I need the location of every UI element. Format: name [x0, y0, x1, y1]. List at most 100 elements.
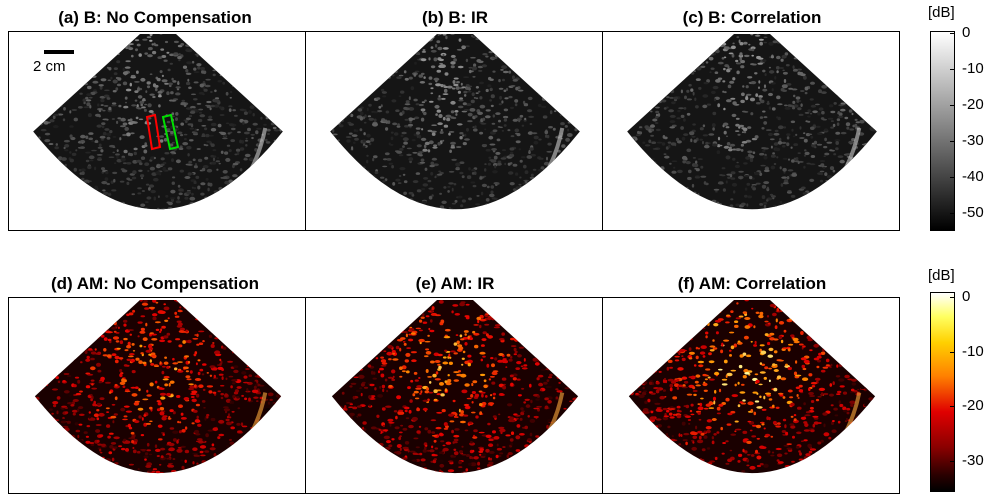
- speckle: [408, 107, 415, 111]
- speckle: [842, 90, 849, 95]
- speckle: [739, 57, 743, 61]
- speckle: [548, 194, 554, 198]
- speckle: [510, 135, 515, 138]
- speckle: [852, 46, 856, 48]
- speckle: [872, 52, 877, 57]
- speckle: [613, 139, 617, 142]
- speckle: [592, 53, 594, 56]
- speckle: [148, 306, 156, 310]
- speckle: [898, 220, 900, 222]
- speckle: [199, 222, 203, 224]
- speckle: [606, 192, 609, 195]
- speckle: [237, 471, 241, 474]
- speckle: [264, 204, 270, 208]
- speckle: [455, 166, 460, 169]
- speckle: [855, 51, 860, 54]
- speckle: [297, 104, 302, 108]
- speckle: [559, 113, 562, 117]
- speckle: [873, 70, 877, 73]
- speckle: [221, 40, 227, 42]
- speckle: [835, 75, 842, 78]
- speckle: [293, 52, 296, 54]
- speckle: [49, 461, 54, 465]
- speckle: [647, 55, 653, 59]
- speckle: [877, 82, 882, 84]
- speckle: [130, 74, 136, 77]
- speckle: [743, 162, 748, 165]
- speckle: [80, 333, 85, 337]
- speckle: [185, 117, 191, 121]
- speckle: [128, 47, 134, 51]
- speckle: [712, 111, 717, 116]
- speckle: [447, 190, 450, 193]
- speckle: [471, 172, 475, 175]
- speckle: [360, 222, 365, 226]
- speckle: [276, 171, 281, 175]
- speckle: [701, 62, 705, 65]
- speckle: [656, 91, 660, 96]
- speckle: [129, 478, 131, 480]
- speckle: [246, 199, 253, 202]
- am-image-d: [34, 300, 282, 490]
- speckle: [766, 199, 769, 202]
- speckle: [271, 34, 275, 39]
- speckle: [401, 110, 405, 115]
- speckle: [518, 188, 522, 192]
- speckle: [456, 146, 462, 148]
- speckle: [403, 141, 408, 145]
- speckle: [763, 169, 770, 173]
- speckle: [149, 73, 153, 75]
- speckle: [531, 185, 536, 190]
- speckle: [716, 35, 720, 38]
- speckle: [350, 77, 357, 80]
- speckle: [71, 152, 77, 156]
- speckle: [202, 463, 209, 467]
- speckle: [532, 78, 538, 82]
- speckle: [772, 152, 775, 155]
- speckle: [655, 183, 660, 188]
- speckle: [532, 168, 537, 171]
- speckle: [851, 93, 856, 96]
- speckle: [213, 224, 217, 226]
- speckle: [40, 90, 44, 95]
- speckle: [767, 100, 770, 105]
- speckle: [113, 226, 116, 228]
- speckle: [829, 149, 833, 152]
- speckle: [552, 70, 555, 74]
- speckle: [161, 79, 168, 83]
- speckle: [861, 221, 865, 225]
- speckle: [81, 177, 85, 181]
- speckle: [254, 163, 257, 168]
- speckle: [746, 93, 752, 96]
- speckle: [229, 438, 232, 441]
- speckle: [475, 203, 481, 206]
- speckle: [347, 79, 351, 84]
- speckle: [200, 310, 207, 313]
- speckle: [565, 137, 570, 142]
- speckle: [591, 117, 593, 119]
- speckle: [185, 69, 189, 73]
- speckle: [24, 219, 26, 223]
- speckle: [397, 43, 401, 48]
- speckle: [812, 110, 818, 114]
- speckle: [230, 487, 236, 490]
- speckle: [187, 153, 190, 157]
- speckle: [840, 182, 846, 185]
- speckle: [894, 189, 898, 193]
- speckle: [435, 83, 442, 87]
- speckle: [635, 185, 640, 189]
- speckle: [876, 157, 877, 162]
- speckle: [274, 141, 278, 144]
- speckle: [86, 43, 89, 46]
- speckle: [612, 76, 615, 79]
- speckle: [440, 64, 446, 68]
- speckle: [571, 35, 578, 38]
- speckle: [713, 220, 716, 223]
- speckle: [35, 154, 38, 158]
- speckle: [812, 55, 816, 59]
- speckle: [341, 230, 344, 231]
- speckle: [775, 66, 780, 70]
- speckle: [80, 361, 83, 364]
- speckle: [800, 103, 803, 107]
- speckle: [519, 195, 524, 198]
